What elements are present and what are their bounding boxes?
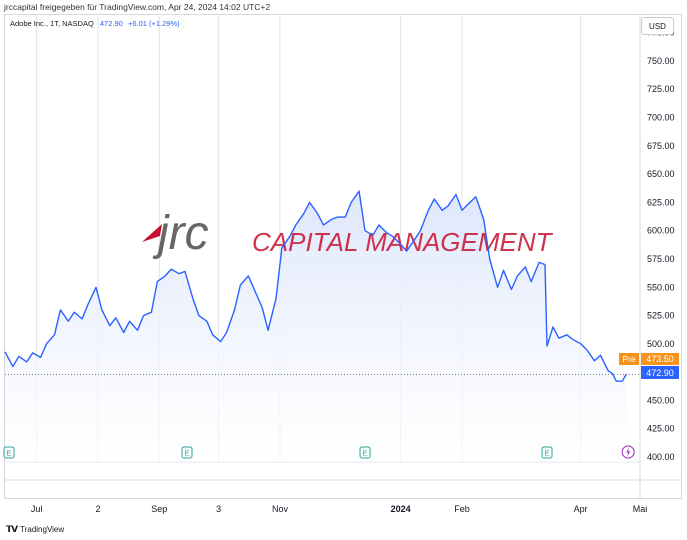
y-tick-label: 400.00 bbox=[647, 452, 675, 462]
price-tags: Pre 473.50 472.90 bbox=[619, 353, 679, 379]
tradingview-footer[interactable]: 𝗧𝗩 TradingView bbox=[6, 524, 64, 535]
earnings-marker-letter: E bbox=[6, 449, 11, 458]
x-tick-label: Nov bbox=[272, 504, 289, 514]
y-tick-label: 425.00 bbox=[647, 424, 675, 434]
watermark-logo: jrc bbox=[152, 207, 209, 260]
pre-value-text: 473.50 bbox=[646, 354, 674, 364]
watermark-tagline: CAPITAL MANAGEMENT bbox=[252, 227, 554, 257]
y-tick-label: 675.00 bbox=[647, 141, 675, 151]
y-tick-label: 500.00 bbox=[647, 339, 675, 349]
jrc-watermark: jrc CAPITAL MANAGEMENT bbox=[142, 207, 554, 260]
y-tick-label: 450.00 bbox=[647, 395, 675, 405]
y-tick-label: 750.00 bbox=[647, 56, 675, 66]
x-axis: Jul 2 Sep 3 Nov 2024 Feb Apr Mai bbox=[31, 504, 647, 514]
series-area-fill bbox=[5, 191, 627, 462]
x-tick-label: Apr bbox=[574, 504, 588, 514]
price-change-value: +6.01 (+1.29%) bbox=[127, 19, 180, 28]
currency-selector[interactable]: USD bbox=[641, 17, 674, 35]
y-tick-label: 575.00 bbox=[647, 254, 675, 264]
price-line bbox=[4, 190, 627, 382]
x-tick-label: Mai bbox=[633, 504, 648, 514]
x-tick-label: Sep bbox=[151, 504, 167, 514]
last-price-tag bbox=[641, 366, 679, 379]
chart-frame[interactable] bbox=[4, 14, 682, 499]
pre-value-tag bbox=[641, 353, 679, 365]
earnings-marker-box bbox=[359, 446, 371, 459]
x-tick-label: Feb bbox=[454, 504, 470, 514]
earnings-marker-box bbox=[3, 446, 15, 459]
tradingview-brand: TradingView bbox=[20, 525, 65, 534]
last-price-text: 472.90 bbox=[646, 368, 674, 378]
lightning-bolt-glyph bbox=[626, 447, 631, 457]
y-tick-label: 600.00 bbox=[647, 226, 675, 236]
price-area bbox=[5, 191, 627, 462]
pre-label-text: Pre bbox=[622, 354, 636, 364]
x-tick-label: 2 bbox=[95, 504, 100, 514]
last-price-value: 472.90 bbox=[99, 19, 123, 28]
tradingview-logo-icon: 𝗧𝗩 bbox=[6, 524, 18, 534]
y-tick-label: 625.00 bbox=[647, 197, 675, 207]
series-line bbox=[4, 190, 627, 382]
pre-label-tag bbox=[619, 353, 639, 365]
earnings-marker-box bbox=[541, 446, 553, 459]
earnings-marker-letter: E bbox=[545, 449, 550, 458]
earnings-marker-letter: E bbox=[184, 449, 189, 458]
y-tick-label: 525.00 bbox=[647, 311, 675, 321]
shared-by-caption: jrccapital freigegeben für TradingView.c… bbox=[4, 2, 271, 12]
x-tick-label: 3 bbox=[216, 504, 221, 514]
y-axis: 400.00425.00450.00475.00500.00525.00550.… bbox=[647, 28, 675, 462]
earnings-marker: E bbox=[359, 446, 371, 459]
earnings-marker-letter: E bbox=[363, 449, 368, 458]
x-tick-label: 2024 bbox=[391, 504, 411, 514]
symbol-name: Adobe Inc., 1T, NASDAQ bbox=[10, 19, 94, 28]
y-tick-label: 550.00 bbox=[647, 282, 675, 292]
earnings-marker: E bbox=[181, 446, 193, 459]
watermark-accent-icon bbox=[142, 224, 162, 242]
x-tick-label: Jul bbox=[31, 504, 43, 514]
symbol-legend[interactable]: Adobe Inc., 1T, NASDAQ 472.90 +6.01 (+1.… bbox=[10, 19, 180, 28]
y-tick-label: 650.00 bbox=[647, 169, 675, 179]
y-tick-label: 725.00 bbox=[647, 84, 675, 94]
earnings-marker-box bbox=[181, 446, 193, 459]
earnings-marker: E bbox=[541, 446, 553, 459]
earnings-marker: E bbox=[3, 446, 15, 459]
y-tick-label: 700.00 bbox=[647, 113, 675, 123]
